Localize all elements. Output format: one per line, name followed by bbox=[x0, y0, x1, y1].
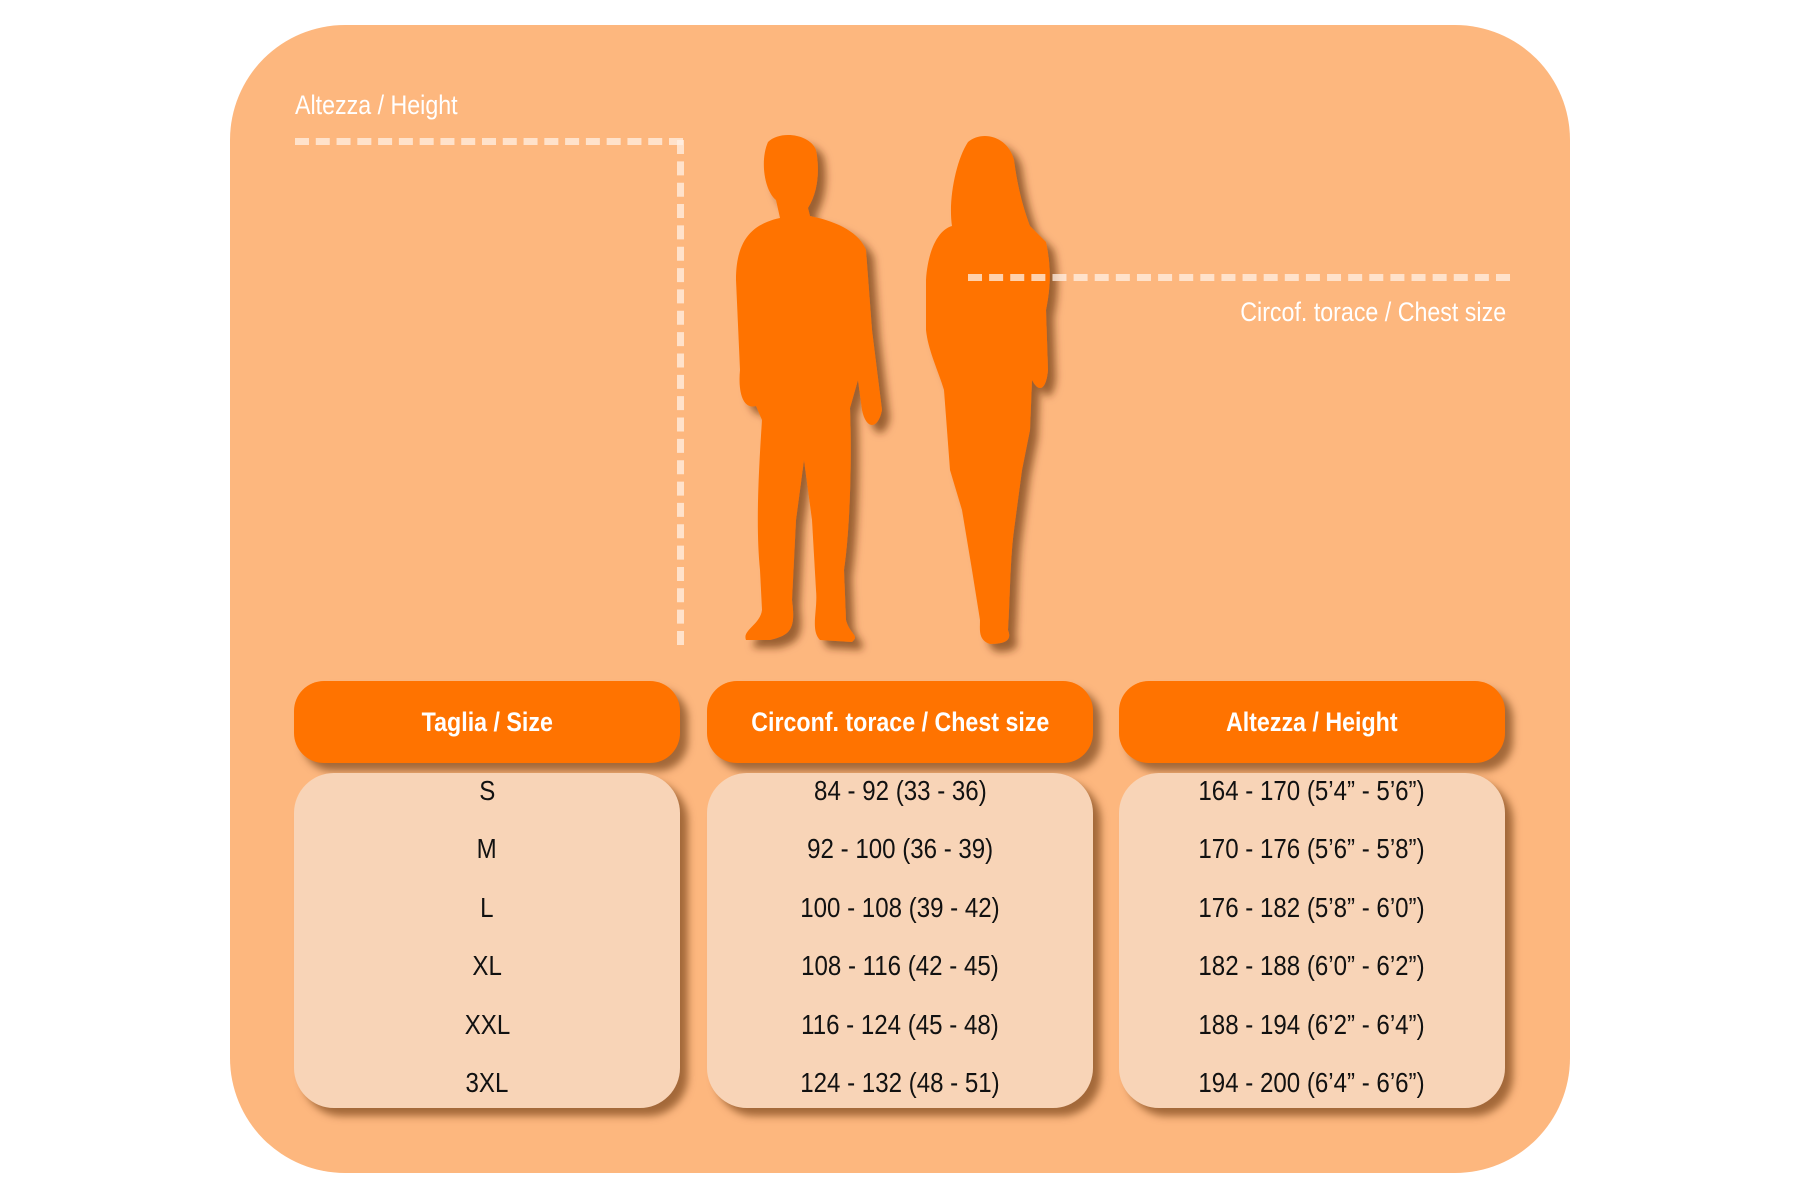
table-cell: 108 - 116 (42 - 45) bbox=[801, 950, 999, 981]
table-cell: XL bbox=[472, 950, 502, 981]
table-cell: 116 - 124 (45 - 48) bbox=[801, 1009, 999, 1040]
table-cell: XXL bbox=[464, 1009, 510, 1040]
table-cell: 84 - 92 (33 - 36) bbox=[813, 775, 987, 806]
header-label: Circonf. torace / Chest size bbox=[750, 706, 1050, 737]
chest-label: Circof. torace / Chest size bbox=[1240, 297, 1506, 327]
table-cell: 164 - 170 (5’4” - 5’6”) bbox=[1198, 775, 1426, 806]
chest-column: Circonf. torace / Chest size 84 - 92 (33… bbox=[707, 681, 1093, 1108]
table-cell: 100 - 108 (39 - 42) bbox=[800, 892, 1000, 923]
column-header: Altezza / Height bbox=[1119, 681, 1505, 763]
table-cell: 92 - 100 (36 - 39) bbox=[806, 833, 994, 864]
man-silhouette bbox=[736, 135, 882, 642]
table-cell: M bbox=[476, 833, 498, 864]
header-label: Altezza / Height bbox=[1226, 706, 1398, 737]
table-cell: 170 - 176 (5’6” - 5’8”) bbox=[1198, 833, 1426, 864]
chest-guide-line bbox=[968, 274, 1510, 281]
height-column: Altezza / Height 164 - 170 (5’4” - 5’6”)… bbox=[1119, 681, 1505, 1108]
height-label: Altezza / Height bbox=[295, 90, 458, 120]
woman-silhouette bbox=[926, 136, 1050, 644]
column-body: 84 - 92 (33 - 36) 92 - 100 (36 - 39) 100… bbox=[707, 773, 1093, 1108]
column-header: Circonf. torace / Chest size bbox=[707, 681, 1093, 763]
column-header: Taglia / Size bbox=[294, 681, 680, 763]
table-cell: 194 - 200 (6’4” - 6’6”) bbox=[1198, 1067, 1426, 1098]
header-label: Taglia / Size bbox=[421, 706, 553, 737]
table-cell: S bbox=[478, 775, 496, 806]
height-guide-horizontal bbox=[295, 138, 683, 145]
column-body: 164 - 170 (5’4” - 5’6”) 170 - 176 (5’6” … bbox=[1119, 773, 1505, 1108]
table-cell: 176 - 182 (5’8” - 6’0”) bbox=[1198, 892, 1426, 923]
table-cell: 188 - 194 (6’2” - 6’4”) bbox=[1198, 1009, 1426, 1040]
table-cell: 124 - 132 (48 - 51) bbox=[800, 1067, 1000, 1098]
size-column: Taglia / Size S M L XL XXL 3XL bbox=[294, 681, 680, 1108]
silhouettes bbox=[736, 135, 1050, 644]
height-guide-vertical bbox=[677, 140, 684, 645]
table-cell: L bbox=[480, 892, 494, 923]
column-body: S M L XL XXL 3XL bbox=[294, 773, 680, 1108]
table-cell: 3XL bbox=[465, 1067, 509, 1098]
table-cell: 182 - 188 (6’0” - 6’2”) bbox=[1198, 950, 1426, 981]
